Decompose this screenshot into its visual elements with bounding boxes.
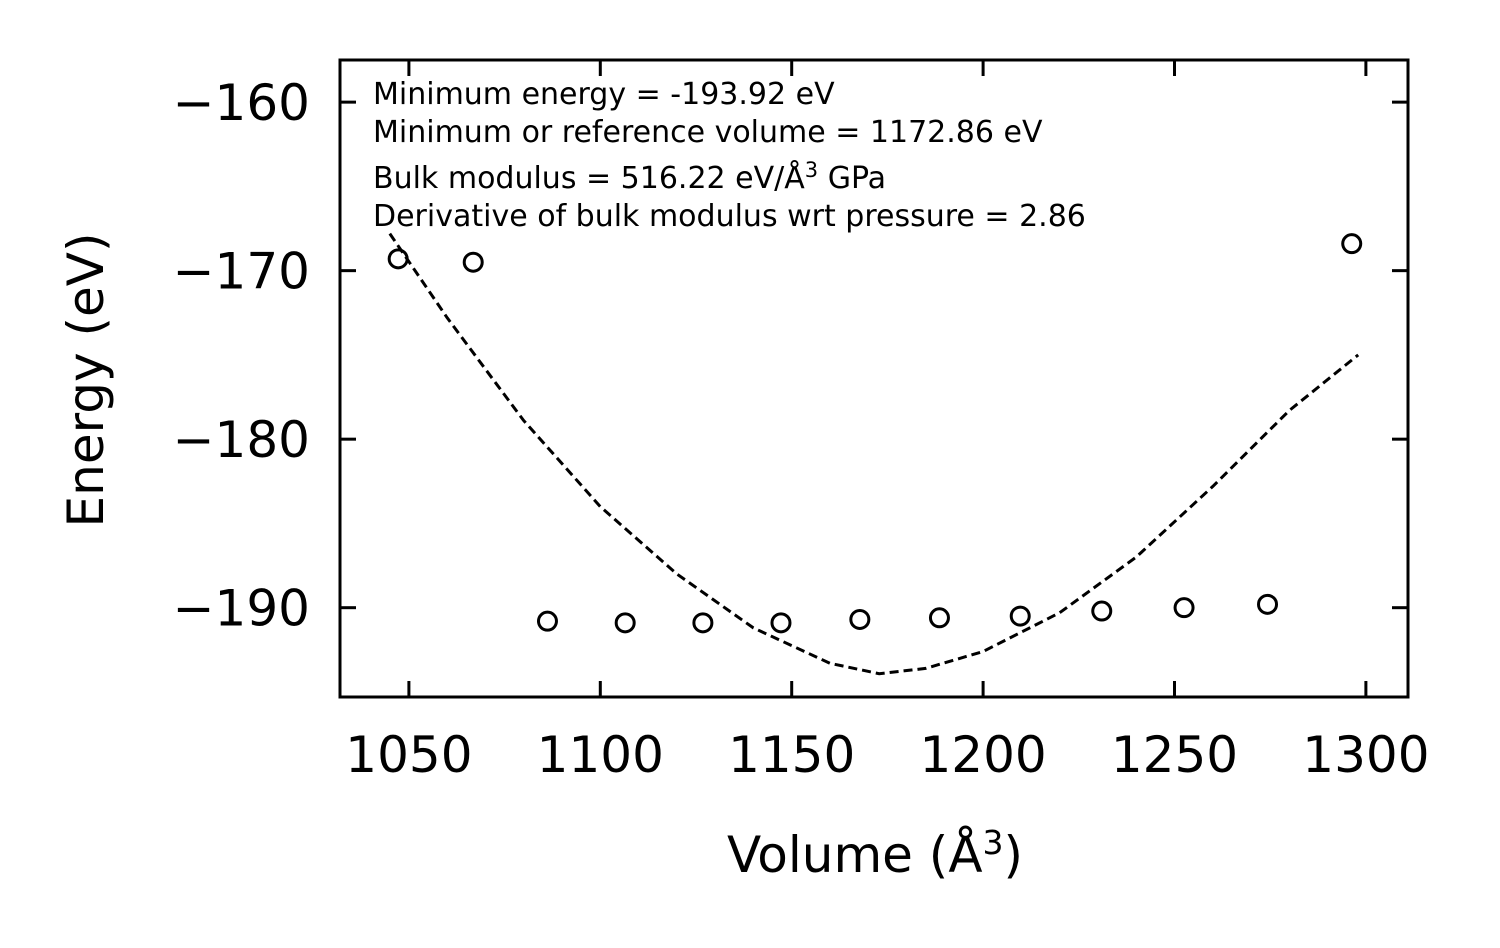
- annotation-line-3: Derivative of bulk modulus wrt pressure …: [373, 199, 1086, 234]
- x-tick-label: 1150: [728, 726, 855, 784]
- annotation-line-1: Minimum or reference volume = 1172.86 eV: [373, 115, 1043, 150]
- fit-curve-layer: [388, 232, 1360, 676]
- y-tick-label: −160: [173, 74, 310, 132]
- y-tick-label: −170: [173, 243, 310, 301]
- x-tick-label: 1250: [1111, 726, 1238, 784]
- x-axis-label: Volume (Å3): [727, 823, 1023, 884]
- fit-curve: [388, 232, 1360, 676]
- data-point-9: [1091, 600, 1113, 622]
- y-tick-label: −180: [173, 411, 310, 469]
- x-tick-label: 1200: [919, 726, 1046, 784]
- plot-frame: [338, 58, 1410, 699]
- data-point-0: [387, 248, 409, 270]
- data-point-6: [849, 608, 871, 630]
- data-point-4: [692, 612, 714, 634]
- data-point-7: [928, 607, 950, 629]
- data-point-11: [1257, 593, 1279, 615]
- data-point-12: [1341, 233, 1363, 255]
- data-point-8: [1009, 605, 1031, 627]
- ticks-layer: 1050 1100 1150 1200 1250 1300 −160 −170 −180 −190: [173, 60, 1430, 784]
- y-axis-label: Energy (eV): [57, 233, 115, 528]
- x-tick-label: 1100: [537, 726, 664, 784]
- data-points-layer: [387, 233, 1363, 634]
- data-point-3: [614, 612, 636, 634]
- data-point-10: [1173, 597, 1195, 619]
- x-tick-label: 1050: [345, 726, 472, 784]
- annotation-line-0: Minimum energy = -193.92 eV: [373, 77, 835, 112]
- data-point-5: [770, 612, 792, 634]
- data-point-2: [536, 610, 558, 632]
- annotation-line-2: Bulk modulus = 516.22 eV/Å3 GPa: [373, 158, 886, 196]
- data-point-1: [462, 251, 484, 273]
- x-tick-label: 1300: [1302, 726, 1429, 784]
- y-tick-label: −190: [173, 580, 310, 638]
